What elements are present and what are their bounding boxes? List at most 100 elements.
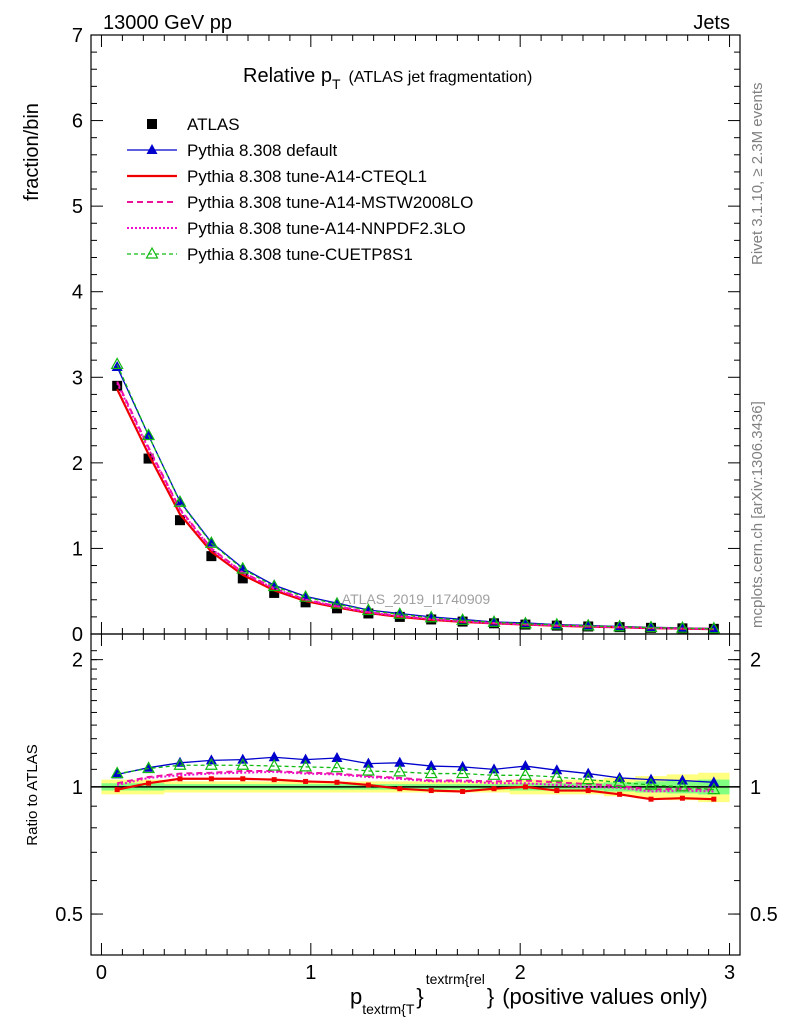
ratio-point-cteql1 <box>208 776 214 782</box>
legend-marker-atlas <box>147 119 157 129</box>
ratio-point-cteql1 <box>522 784 528 790</box>
plot-title: Relative pT (ATLAS jet fragmentation) <box>243 65 532 92</box>
ratio-ytick-label: 0.5 <box>55 904 83 926</box>
ratio-point-cteql1 <box>711 796 717 802</box>
ratio-point-cuetp8s1 <box>393 764 407 777</box>
main-point-cuetp8s1 <box>142 428 156 441</box>
legend-entry-mstw: Pythia 8.308 tune-A14-MSTW2008LO <box>127 193 473 212</box>
ratio-point-default <box>331 752 343 763</box>
ratio-point-default <box>708 776 720 787</box>
ratio-point-default <box>457 760 469 771</box>
legend-marker-cuetp8s1 <box>145 246 159 259</box>
ratio-series-nnpdf <box>116 770 714 793</box>
main-point-atlas <box>269 587 280 598</box>
main-point-cuetp8s1 <box>581 618 595 631</box>
ratio-point-cuetp8s1 <box>204 757 218 770</box>
main-point-cuetp8s1 <box>173 494 187 507</box>
ratio-point-default <box>519 760 531 771</box>
legend-marker-default <box>146 144 158 154</box>
ratio-point-cteql1 <box>428 788 434 794</box>
rivet-label: Rivet 3.1.10, ≥ 2.3M events <box>749 83 766 266</box>
main-point-cuetp8s1 <box>644 620 658 633</box>
ratio-point-cteql1 <box>303 778 309 784</box>
legend-entry-cuetp8s1: Pythia 8.308 tune-CUETP8S1 <box>127 245 413 264</box>
ratio-point-cteql1 <box>585 788 591 794</box>
ratio-line-nnpdf <box>116 770 714 793</box>
ratio-point-cuetp8s1 <box>675 779 689 792</box>
ratio-point-cuetp8s1 <box>361 763 375 776</box>
main-point-cuetp8s1 <box>707 621 721 634</box>
main-point-default <box>205 536 217 547</box>
ratio-line-default <box>117 756 714 783</box>
legend-entry-nnpdf: Pythia 8.308 tune-A14-NNPDF2.3LO <box>127 219 466 238</box>
ratio-point-cteql1 <box>271 777 277 783</box>
main-ytick-label: 3 <box>72 367 83 389</box>
main-ytick-label: 6 <box>72 111 83 133</box>
ratio-point-cuetp8s1 <box>173 757 187 770</box>
ratio-point-cuetp8s1 <box>613 775 627 787</box>
ratio-point-cuetp8s1 <box>644 777 658 790</box>
ratio-ytick-label-right: 1 <box>750 777 761 799</box>
main-point-cuetp8s1 <box>110 357 124 370</box>
main-point-cuetp8s1 <box>424 610 438 623</box>
legend-label-default: Pythia 8.308 default <box>187 141 338 160</box>
main-point-cuetp8s1 <box>456 613 470 625</box>
legend-entry-cteql1: Pythia 8.308 tune-A14-CTEQL1 <box>127 167 427 186</box>
main-ylabel: fraction/bin <box>21 103 43 201</box>
mcplots-label: mcplots.cern.ch [arXiv:1306.3436] <box>749 401 766 628</box>
ratio-point-cuetp8s1 <box>581 772 595 785</box>
legend-label-nnpdf: Pythia 8.308 tune-A14-NNPDF2.3LO <box>187 219 466 238</box>
main-point-atlas <box>206 551 217 562</box>
legend-label-mstw: Pythia 8.308 tune-A14-MSTW2008LO <box>187 193 473 212</box>
main-point-cuetp8s1 <box>487 615 501 627</box>
ratio-point-cteql1 <box>177 776 183 782</box>
ratio-point-cteql1 <box>334 779 340 785</box>
ratio-point-default <box>300 753 312 764</box>
ratio-xtick-label: 1 <box>305 962 316 984</box>
main-point-cuetp8s1 <box>518 616 532 629</box>
ratio-line-cuetp8s1 <box>117 764 714 791</box>
ratio-point-cuetp8s1 <box>487 768 501 780</box>
ratio-point-cteql1 <box>397 786 403 792</box>
ratio-point-default <box>268 751 280 762</box>
main-point-default <box>143 429 155 440</box>
ratio-point-default <box>551 764 563 775</box>
main-point-cuetp8s1 <box>299 589 313 602</box>
ratio-ytick-label: 1 <box>72 777 83 799</box>
main-ytick-label: 5 <box>72 196 83 218</box>
ratio-point-default <box>394 756 406 767</box>
ratio-point-cuetp8s1 <box>236 757 250 770</box>
ratio-point-cuetp8s1 <box>456 766 470 779</box>
main-point-cuetp8s1 <box>236 561 250 574</box>
main-point-atlas <box>174 515 185 526</box>
analysis-watermark: ATLAS_2019_I1740909 <box>342 591 491 607</box>
main-ytick-label: 1 <box>72 538 83 560</box>
ratio-point-cteql1 <box>146 780 152 786</box>
ratio-xtick-label: 2 <box>515 962 526 984</box>
ratio-point-cteql1 <box>491 786 497 792</box>
main-ytick-label: 2 <box>72 453 83 475</box>
ratio-point-cteql1 <box>114 787 120 793</box>
main-point-cuetp8s1 <box>204 536 218 548</box>
ratio-point-cteql1 <box>648 796 654 802</box>
main-point-cuetp8s1 <box>361 603 375 616</box>
main-point-atlas <box>143 453 154 464</box>
main-ytick-label: 0 <box>72 624 83 646</box>
main-point-cuetp8s1 <box>393 607 407 619</box>
legend-entry-atlas: ATLAS <box>147 115 240 134</box>
main-line-cuetp8s1 <box>116 364 714 630</box>
main-point-atlas <box>237 573 248 584</box>
main-point-atlas <box>300 597 311 608</box>
ratio-xtick-label: 3 <box>724 962 735 984</box>
header-right: Jets <box>693 12 730 34</box>
ratio-ytick-label-right: 2 <box>750 650 761 672</box>
main-point-cuetp8s1 <box>613 619 627 632</box>
ratio-point-cteql1 <box>617 791 623 797</box>
ratio-point-cuetp8s1 <box>142 761 156 774</box>
ratio-ylabel: Ratio to ATLAS <box>24 744 41 845</box>
ratio-point-cuetp8s1 <box>550 769 564 782</box>
ratio-series-cuetp8s1 <box>110 757 721 795</box>
main-point-cuetp8s1 <box>330 596 344 609</box>
ratio-line-cteql1 <box>116 777 714 801</box>
